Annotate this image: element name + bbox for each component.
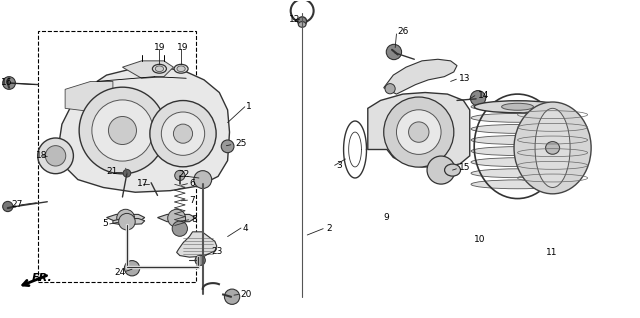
Ellipse shape [471, 147, 564, 156]
Polygon shape [157, 214, 196, 222]
Polygon shape [384, 59, 457, 94]
Ellipse shape [471, 169, 564, 178]
Ellipse shape [471, 114, 564, 122]
Ellipse shape [514, 102, 591, 194]
Text: 21: 21 [106, 167, 118, 176]
Circle shape [116, 209, 134, 227]
Text: 12: 12 [289, 15, 301, 24]
Circle shape [161, 112, 205, 155]
Ellipse shape [445, 164, 461, 176]
Circle shape [79, 87, 166, 174]
Circle shape [385, 84, 395, 94]
Ellipse shape [298, 22, 306, 27]
Circle shape [221, 140, 234, 153]
Ellipse shape [471, 135, 564, 144]
Circle shape [470, 91, 486, 106]
Ellipse shape [156, 66, 164, 72]
Circle shape [408, 122, 429, 142]
Polygon shape [113, 218, 145, 225]
Circle shape [396, 110, 441, 155]
Text: 13: 13 [459, 74, 470, 83]
Polygon shape [59, 67, 230, 192]
Circle shape [195, 255, 205, 266]
Text: 19: 19 [177, 43, 188, 52]
Text: 16: 16 [1, 78, 13, 86]
Text: 23: 23 [212, 247, 223, 256]
Text: 1: 1 [246, 102, 252, 111]
Text: 26: 26 [397, 27, 409, 36]
Ellipse shape [471, 158, 564, 167]
Polygon shape [65, 81, 113, 112]
Circle shape [108, 116, 136, 144]
Text: 14: 14 [478, 91, 490, 100]
Text: 22: 22 [179, 170, 190, 179]
Text: 8: 8 [191, 215, 197, 224]
Circle shape [427, 156, 455, 184]
Ellipse shape [474, 101, 561, 113]
Text: 5: 5 [102, 219, 108, 228]
Circle shape [92, 100, 153, 161]
Ellipse shape [177, 66, 185, 72]
Text: 4: 4 [243, 224, 248, 232]
Circle shape [384, 97, 454, 167]
Text: 11: 11 [546, 248, 557, 257]
Ellipse shape [535, 108, 570, 188]
Text: 7: 7 [189, 196, 195, 205]
Circle shape [38, 138, 74, 174]
Polygon shape [106, 214, 145, 222]
Text: 10: 10 [474, 235, 486, 244]
Ellipse shape [471, 180, 564, 189]
Circle shape [173, 124, 193, 143]
Circle shape [172, 221, 188, 236]
Text: 18: 18 [36, 151, 48, 160]
Ellipse shape [545, 142, 559, 154]
Circle shape [387, 44, 401, 60]
Circle shape [175, 170, 185, 181]
Text: 17: 17 [136, 179, 148, 188]
Ellipse shape [502, 103, 534, 110]
Text: 6: 6 [189, 179, 195, 188]
Circle shape [150, 100, 216, 167]
Text: 25: 25 [236, 139, 246, 148]
Ellipse shape [152, 64, 166, 73]
Bar [38, 31, 196, 282]
Circle shape [3, 201, 13, 211]
Text: 27: 27 [11, 200, 22, 210]
Circle shape [168, 209, 186, 227]
Polygon shape [122, 61, 173, 78]
Text: 2: 2 [326, 224, 332, 233]
Text: FR.: FR. [32, 273, 52, 283]
Circle shape [118, 213, 135, 230]
Ellipse shape [471, 102, 564, 111]
Polygon shape [368, 93, 470, 167]
Text: 15: 15 [459, 163, 470, 172]
Text: 3: 3 [336, 161, 342, 170]
Ellipse shape [471, 124, 564, 133]
Circle shape [3, 77, 15, 89]
Circle shape [123, 169, 131, 177]
Circle shape [45, 146, 66, 166]
Circle shape [225, 289, 240, 304]
Circle shape [298, 17, 307, 26]
Ellipse shape [174, 64, 188, 73]
Text: 20: 20 [241, 290, 252, 299]
Text: 9: 9 [384, 213, 390, 222]
Circle shape [124, 260, 140, 276]
Polygon shape [177, 232, 217, 257]
Text: 19: 19 [154, 43, 166, 52]
Text: 24: 24 [115, 268, 126, 277]
Circle shape [194, 171, 212, 189]
